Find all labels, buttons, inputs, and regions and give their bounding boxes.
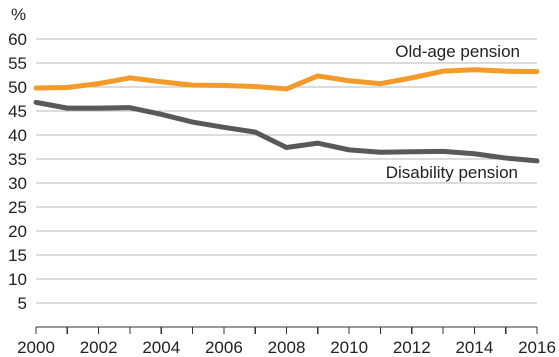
y-tick-label-25: 25 xyxy=(8,198,27,217)
x-tick-label-2014: 2014 xyxy=(455,338,493,357)
x-tick-label-2016: 2016 xyxy=(518,338,556,357)
y-tick-label-15: 15 xyxy=(8,246,27,265)
y-tick-label-30: 30 xyxy=(8,174,27,193)
x-tick-label-2000: 2000 xyxy=(17,338,55,357)
series-line-disability-pension xyxy=(33,99,540,164)
x-tick-label-2012: 2012 xyxy=(393,338,431,357)
y-tick-label-5: 5 xyxy=(18,294,27,313)
series-lines xyxy=(33,67,540,164)
y-tick-label-50: 50 xyxy=(8,78,27,97)
x-tick-label-2008: 2008 xyxy=(268,338,306,357)
series-line-old-age-pension xyxy=(33,67,540,92)
series-label-disability-pension: Disability pension xyxy=(386,163,518,182)
y-tick-label-45: 45 xyxy=(8,102,27,121)
labels: 5 10 15 20 25 30 35 40 45 50 55 60% 2000 2002 2004 2006… xyxy=(8,5,556,357)
y-tick-label-35: 35 xyxy=(8,150,27,169)
y-tick-label-10: 10 xyxy=(8,270,27,289)
series-label-old-age-pension: Old-age pension xyxy=(395,42,520,61)
x-tick-label-2010: 2010 xyxy=(330,338,368,357)
x-tick-label-2006: 2006 xyxy=(205,338,243,357)
y-axis-unit-label: % xyxy=(11,5,26,24)
gridlines xyxy=(36,38,537,304)
y-tick-label-60: 60 xyxy=(8,30,27,49)
y-tick-label-55: 55 xyxy=(8,54,27,73)
x-tick-label-2004: 2004 xyxy=(142,338,180,357)
x-tick-label-2002: 2002 xyxy=(80,338,118,357)
axes xyxy=(35,326,538,334)
y-tick-label-20: 20 xyxy=(8,222,27,241)
y-tick-label-40: 40 xyxy=(8,126,27,145)
